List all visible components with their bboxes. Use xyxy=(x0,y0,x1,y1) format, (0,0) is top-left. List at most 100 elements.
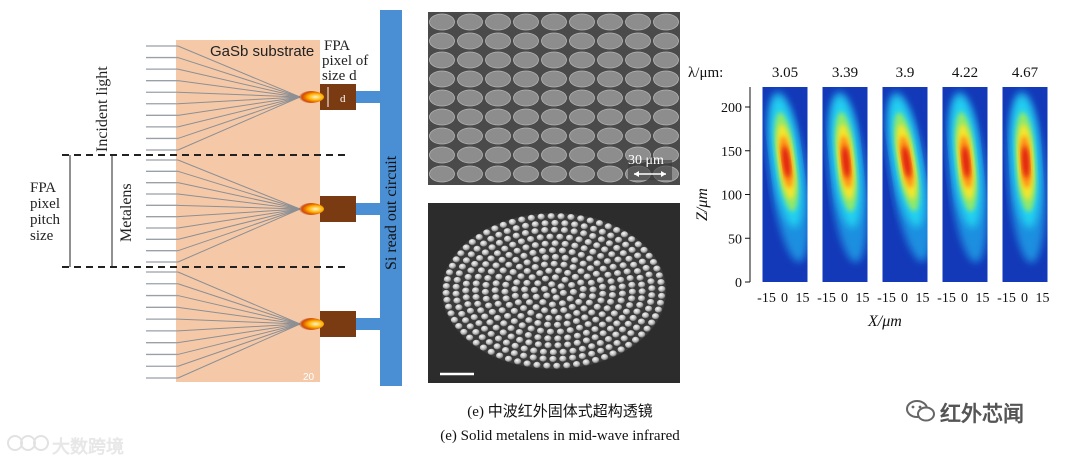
nanopillar xyxy=(486,319,494,326)
connector-1 xyxy=(356,91,382,103)
nanopillar xyxy=(620,335,628,342)
nanopillar xyxy=(624,320,632,327)
nanopillar xyxy=(577,279,585,286)
metalens-cell xyxy=(541,108,567,126)
nanopillar xyxy=(570,228,578,235)
nanopillar xyxy=(445,303,453,310)
z-tick-label: 200 xyxy=(721,101,742,116)
nanopillar xyxy=(593,303,601,310)
nanopillar xyxy=(499,329,507,336)
nanopillar xyxy=(575,236,583,243)
nanopillar xyxy=(475,320,483,327)
nanopillar xyxy=(541,240,549,247)
nanopillar xyxy=(628,236,636,243)
nanopillar xyxy=(582,337,591,344)
nanopillar xyxy=(604,336,613,343)
nanopillar xyxy=(575,298,583,306)
nanopillar xyxy=(577,251,585,258)
nanopillar xyxy=(455,304,463,311)
nanopillar xyxy=(474,300,482,307)
nanopillar xyxy=(551,219,559,227)
nanopillar xyxy=(505,275,513,282)
nanopillar xyxy=(505,301,513,309)
nanopillar xyxy=(484,275,492,282)
nanopillar xyxy=(442,283,450,290)
metalens-cell xyxy=(485,51,511,69)
nanopillar xyxy=(593,242,601,249)
nanopillar xyxy=(535,313,543,320)
nanopillar xyxy=(448,262,457,269)
nanopillar xyxy=(523,279,531,287)
nanopillar xyxy=(589,286,597,293)
nanopillar xyxy=(540,261,549,268)
metalens-cell xyxy=(457,13,483,31)
nanopillar xyxy=(548,301,557,308)
nanopillar xyxy=(582,329,591,336)
metalens-cell xyxy=(541,165,567,183)
nanopillar xyxy=(543,362,551,369)
nanopillar xyxy=(551,240,559,247)
nanopillar xyxy=(607,232,615,239)
nanopillar xyxy=(614,256,622,263)
nanopillar xyxy=(523,360,531,367)
nanopillar xyxy=(598,321,607,328)
nanopillar xyxy=(627,330,635,337)
metalens-cell xyxy=(541,32,567,50)
nanopillar xyxy=(589,248,597,255)
nanopillar xyxy=(658,292,666,299)
nanopillar xyxy=(653,265,661,272)
nanopillar xyxy=(530,286,539,294)
nanopillar xyxy=(475,234,483,241)
metalens-cell xyxy=(457,165,483,183)
metalens-cell xyxy=(457,70,483,88)
x-tick-label: -15 xyxy=(817,291,836,306)
nanopillar xyxy=(515,329,523,336)
metalens-cell xyxy=(429,146,455,164)
nanopillar xyxy=(446,269,454,276)
nanopillar xyxy=(517,313,525,320)
nanopillar xyxy=(593,260,601,267)
metalens-cell xyxy=(513,127,539,145)
nanopillar xyxy=(515,263,524,270)
nanopillar xyxy=(541,227,549,234)
metalens-cell xyxy=(541,13,567,31)
nanopillar xyxy=(488,308,496,316)
nanopillar xyxy=(601,354,609,361)
nanopillar xyxy=(569,347,577,354)
x-tick-label: -15 xyxy=(757,291,776,306)
nanopillar xyxy=(590,225,598,232)
nanopillar xyxy=(617,297,625,304)
pixel-d-label: d xyxy=(340,93,346,105)
nanopillar xyxy=(604,223,612,230)
nanopillar xyxy=(628,246,636,253)
nanopillar xyxy=(476,255,484,262)
nanopillar xyxy=(508,218,516,226)
nanopillar xyxy=(571,221,579,228)
nanopillar xyxy=(534,280,542,287)
nanopillar xyxy=(622,241,630,248)
nanopillar xyxy=(553,321,562,328)
nanopillar xyxy=(442,289,450,297)
nanopillar xyxy=(628,281,636,288)
pitch-label-1: FPA xyxy=(30,180,56,196)
nanopillar xyxy=(556,233,564,240)
nanopillar xyxy=(586,217,594,224)
metalens-cell xyxy=(597,70,623,88)
nanopillar xyxy=(455,270,463,277)
nanopillar xyxy=(471,260,479,268)
z-axis-label: Z/μm xyxy=(694,188,711,221)
nanopillar xyxy=(613,320,621,327)
nanopillar xyxy=(606,325,615,332)
nanopillar xyxy=(466,334,474,341)
nanopillar xyxy=(638,331,646,338)
nanopillar xyxy=(514,299,522,306)
nanopillar xyxy=(536,270,544,277)
x-tick-label: 0 xyxy=(781,291,788,306)
nanopillar xyxy=(462,280,470,287)
nanopillar xyxy=(655,272,663,279)
nanopillar xyxy=(531,242,539,249)
focal-spot-3 xyxy=(296,318,324,330)
x-tick-label: 15 xyxy=(796,291,810,306)
corner-text: 20 xyxy=(303,372,315,383)
